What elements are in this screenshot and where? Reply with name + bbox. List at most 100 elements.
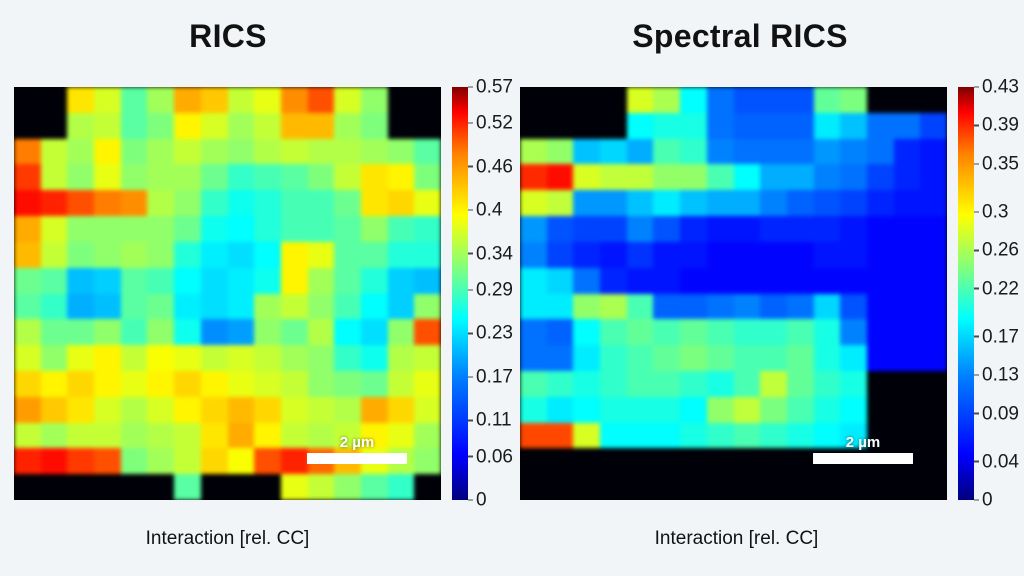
heatmap-cell [840,345,867,371]
heatmap-cell [813,138,841,165]
heatmap-cell [280,474,308,500]
heatmap-cell [227,87,255,113]
heatmap-cell [840,370,867,397]
heatmap-cell [920,422,947,449]
heatmap-cell [733,241,761,268]
heatmap-cell [280,448,308,475]
heatmap-cell [67,216,95,242]
heatmap-cell [600,241,627,268]
heatmap-cell [573,422,601,449]
heatmap-cell [600,474,627,500]
colorbar-tick: 0.46 [468,157,513,176]
heatmap-cell [706,190,734,217]
heatmap-cell [94,474,121,500]
heatmap-cell [546,216,574,242]
heatmap-cell [67,112,95,139]
heatmap-grid-spectral-rics [520,87,947,500]
heatmap-cell [227,190,255,217]
heatmap-cell [307,87,335,113]
colorbar-tick-mark [468,332,473,335]
heatmap-cell [200,422,228,449]
heatmap-cell [387,396,415,423]
heatmap-cell [120,319,148,346]
heatmap-cell [414,164,441,191]
heatmap-cell [334,474,361,500]
heatmap-cell [813,87,841,113]
colorbar-tick-label: 0.35 [982,153,1019,175]
heatmap-cell [387,319,415,346]
colorbar-tick: 0.09 [974,404,1019,423]
heatmap-cell [866,370,894,397]
heatmap-cell [360,267,388,294]
heatmap-cell [600,319,627,346]
heatmap-cell [14,345,41,371]
heatmap-cell [893,216,921,242]
heatmap-cell [147,448,175,475]
heatmap-cell [174,422,201,449]
heatmap-cell [520,293,547,320]
heatmap-cell [866,345,894,371]
heatmap-cell [67,293,95,320]
heatmap-cell [600,190,627,217]
heatmap-cell [840,267,867,294]
heatmap-cell [920,241,947,268]
heatmap-cell [174,396,201,423]
heatmap-cell [200,267,228,294]
heatmap-cell [147,267,175,294]
colorbar-tick-label: 0.43 [982,76,1019,98]
heatmap-cell [573,448,601,475]
heatmap-cell [626,267,654,294]
heatmap-cell [227,241,255,268]
colorbar-ticks-rics: 0.57 0.52 0.46 0.4 0.34 0.29 0.23 0.17 0.11 0.06 0 [468,78,524,510]
heatmap-cell [94,241,121,268]
colorbar-tick-mark [468,455,473,458]
heatmap-cell [626,190,654,217]
heatmap-cell [94,422,121,449]
heatmap-cell [280,190,308,217]
heatmap-cell [866,319,894,346]
heatmap-cell [706,474,734,500]
heatmap-cell [546,293,574,320]
heatmap-cell [227,112,255,139]
heatmap-cell [387,474,415,500]
heatmap-cell [653,216,681,242]
heatmap-cell [920,216,947,242]
heatmap-cell [94,190,121,217]
heatmap-cell [706,396,734,423]
heatmap-cell [67,164,95,191]
heatmap-cell [893,241,921,268]
heatmap-cell [14,396,41,423]
heatmap-cell [174,345,201,371]
heatmap-cell [254,164,281,191]
heatmap-cell [14,293,41,320]
heatmap-cell [414,138,441,165]
heatmap-cell [733,190,761,217]
heatmap-cell [760,241,787,268]
heatmap-cell [786,370,814,397]
colorbar-tick: 0.04 [974,452,1019,471]
colorbar-tick: 0.39 [974,116,1019,135]
colorbar-tick-label: 0.13 [982,364,1019,386]
heatmap-cell [307,216,335,242]
heatmap-cell [706,164,734,191]
axis-caption-spectral-rics: Interaction [rel. CC] [654,528,819,549]
colorbar-tick-mark [974,460,979,463]
heatmap-cell [307,396,335,423]
heatmap-cell [680,190,707,217]
heatmap-cell [414,267,441,294]
heatmap-cell [626,87,654,113]
axis-caption-rics: Interaction [rel. CC] [145,528,310,549]
heatmap-cell [67,267,95,294]
heatmap-cell [147,216,175,242]
colorbar-tick-mark [974,335,979,338]
heatmap-cell [67,190,95,217]
heatmap-cell [227,319,255,346]
heatmap-cell [280,345,308,371]
heatmap-cell [813,164,841,191]
heatmap-cell [67,422,95,449]
colorbar-tick: 0.23 [468,324,513,343]
heatmap-cell [280,112,308,139]
heatmap-cell [813,422,841,449]
colorbar-tick-mark [468,86,473,88]
heatmap-cell [600,396,627,423]
